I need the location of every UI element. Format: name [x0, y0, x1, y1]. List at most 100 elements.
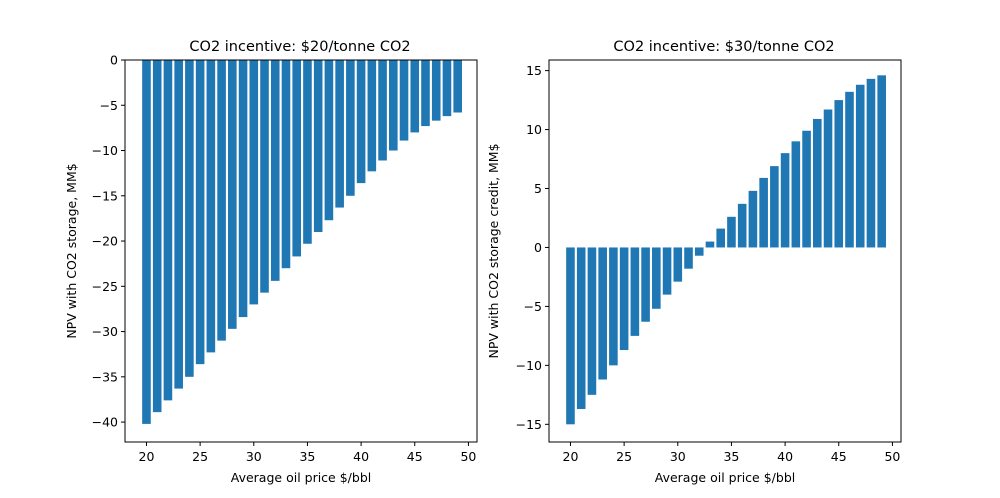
x-tick-label: 40: [353, 449, 369, 464]
chart-right: CO2 incentive: $30/tonne CO2 20 25 30 35 40 4…: [486, 39, 902, 485]
bar: [823, 109, 833, 248]
bar: [185, 60, 194, 377]
x-tick-label: 30: [246, 449, 262, 464]
chart-left-frame: [124, 59, 478, 443]
chart-left-bars: [142, 60, 462, 424]
bar: [662, 247, 672, 295]
y-tick-label: 15: [526, 63, 542, 78]
y-tick-label: −15: [516, 417, 542, 432]
bar: [802, 130, 811, 248]
bar: [421, 60, 430, 127]
bar: [399, 60, 409, 141]
bar: [748, 190, 758, 248]
bar: [313, 60, 323, 232]
x-tick-label: 25: [192, 449, 208, 464]
bar: [292, 60, 301, 257]
bar: [619, 247, 629, 351]
bar: [270, 60, 280, 281]
bar: [238, 60, 248, 318]
y-tick-label: −5: [100, 98, 118, 113]
chart-right-ylabel: NPV with CO2 storage credit, MM$: [486, 143, 501, 358]
y-tick-label: −35: [92, 369, 118, 384]
bar: [163, 60, 173, 401]
bar: [324, 60, 334, 221]
bar: [453, 60, 462, 113]
bar: [228, 60, 237, 329]
bar: [834, 100, 844, 248]
x-tick-label: 50: [460, 449, 476, 464]
bar: [641, 247, 650, 322]
bar: [576, 247, 586, 409]
x-tick-label: 25: [616, 449, 632, 464]
y-tick-label: −5: [524, 299, 542, 314]
chart-left-xticks: 20 25 30 35 40 45 50: [139, 442, 476, 464]
bar: [152, 60, 162, 413]
bar: [281, 60, 291, 269]
bar: [759, 177, 768, 248]
chart-left-xlabel: Average oil price $/bbl: [231, 470, 371, 485]
chart-left-yticks: 0 −5 −10 −15 −20 −25 −30 −35 −40: [92, 53, 125, 430]
y-tick-label: −30: [92, 324, 118, 339]
bar: [410, 60, 420, 133]
x-tick-label: 45: [407, 449, 423, 464]
bar: [813, 118, 822, 248]
x-tick-label: 35: [723, 449, 739, 464]
bar: [260, 60, 269, 293]
bar: [780, 153, 790, 248]
bar: [389, 60, 398, 151]
x-tick-label: 30: [670, 449, 686, 464]
bar: [174, 60, 183, 389]
bar: [652, 247, 661, 309]
bar: [598, 247, 607, 380]
chart-left: CO2 incentive: $20/tonne CO2 20 25 30 35 40 4…: [64, 39, 478, 485]
y-tick-label: −15: [92, 188, 118, 203]
bar: [694, 247, 704, 256]
y-tick-label: −25: [92, 279, 118, 294]
bar: [684, 247, 693, 269]
y-tick-label: 0: [110, 53, 118, 68]
y-tick-label: 5: [534, 181, 542, 196]
bar: [587, 247, 597, 395]
bar: [845, 91, 854, 248]
x-tick-label: 40: [777, 449, 793, 464]
y-tick-label: −20: [92, 234, 118, 249]
bar: [442, 60, 452, 117]
bar: [206, 60, 216, 353]
bar: [303, 60, 312, 244]
x-tick-label: 35: [299, 449, 315, 464]
bar: [195, 60, 205, 365]
bar: [609, 247, 618, 366]
bar: [566, 247, 575, 425]
chart-left-ylabel: NPV with CO2 storage, MM$: [64, 163, 79, 338]
bar: [630, 247, 640, 336]
bar: [346, 60, 355, 196]
bar: [716, 228, 725, 248]
bar: [142, 60, 151, 424]
chart-right-xlabel: Average oil price $/bbl: [655, 470, 795, 485]
bar: [335, 60, 344, 208]
chart-left-title: CO2 incentive: $20/tonne CO2: [189, 39, 410, 55]
y-tick-label: 10: [526, 122, 542, 137]
x-tick-label: 45: [831, 449, 847, 464]
chart-right-title: CO2 incentive: $30/tonne CO2: [613, 39, 834, 55]
bar: [866, 78, 876, 248]
chart-right-bars: [566, 75, 886, 425]
chart-right-xticks: 20 25 30 35 40 45 50: [563, 442, 900, 464]
y-tick-label: −10: [92, 143, 118, 158]
chart-right-frame: [548, 59, 902, 443]
bar: [367, 60, 377, 172]
bar: [855, 84, 865, 248]
bar: [727, 216, 736, 248]
y-tick-label: 0: [534, 240, 542, 255]
bar: [249, 60, 259, 305]
bar: [791, 141, 801, 248]
bar: [770, 166, 779, 248]
chart-right-yticks: 15 10 5 0 −5 −10 −15: [516, 63, 549, 432]
x-tick-label: 20: [563, 449, 579, 464]
bar: [877, 75, 886, 248]
x-tick-label: 50: [884, 449, 900, 464]
bar: [217, 60, 226, 341]
x-tick-label: 20: [139, 449, 155, 464]
bar: [378, 60, 387, 161]
